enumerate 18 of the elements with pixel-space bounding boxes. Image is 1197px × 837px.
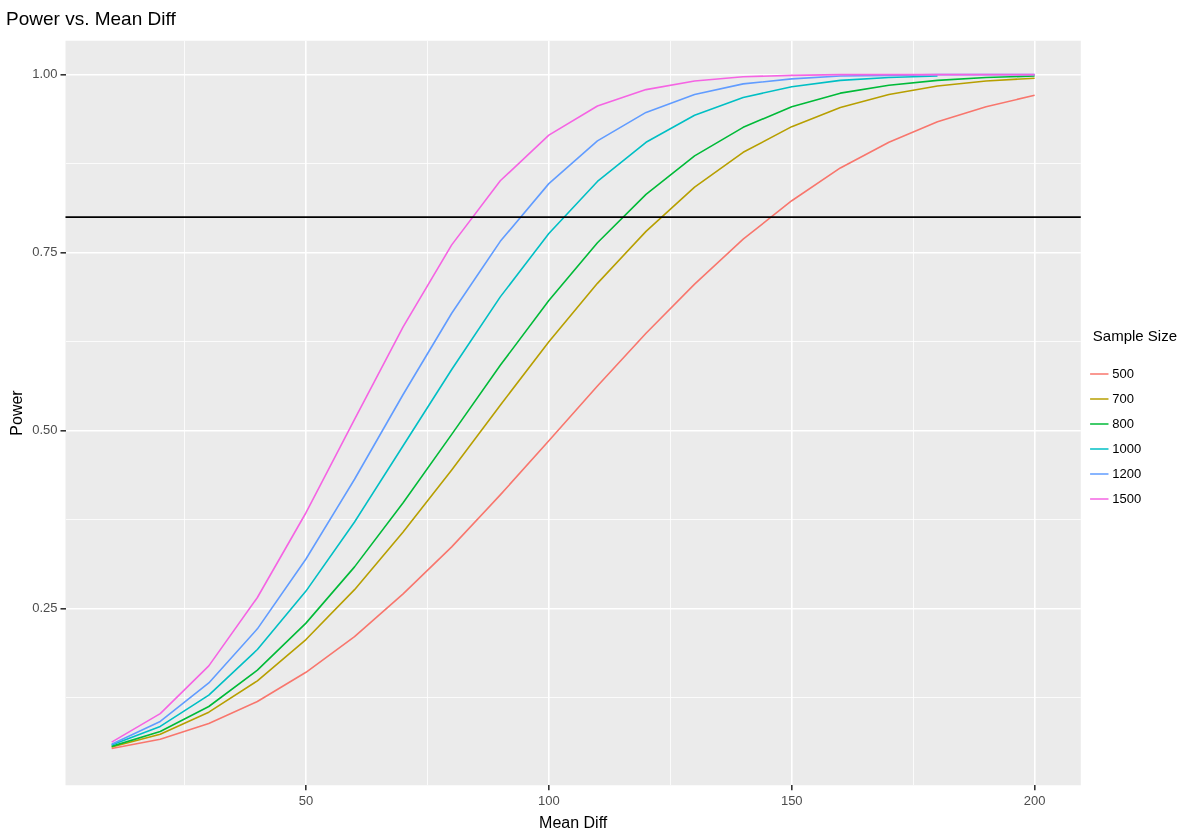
x-tick-label: 150 xyxy=(780,792,803,808)
x-tick-label: 100 xyxy=(538,792,560,808)
legend-label: 800 xyxy=(1112,415,1134,431)
legend-label: 500 xyxy=(1112,365,1134,381)
y-tick-label: 0.75 xyxy=(32,244,58,260)
y-tick-label: 1.00 xyxy=(32,66,58,82)
x-tick-label: 50 xyxy=(298,792,314,808)
legend-title: Sample Size xyxy=(1092,327,1178,345)
x-tick-label: 200 xyxy=(1023,792,1046,808)
y-tick-label: 0.25 xyxy=(32,600,58,616)
chart-title: Power vs. Mean Diff xyxy=(6,7,177,29)
y-axis-title: Power xyxy=(8,389,26,436)
legend-label: 700 xyxy=(1112,390,1134,406)
y-tick-label: 0.50 xyxy=(32,422,58,438)
legend-label: 1000 xyxy=(1112,440,1142,456)
legend-label: 1500 xyxy=(1112,490,1142,506)
legend-label: 1200 xyxy=(1112,465,1142,481)
x-axis-title: Mean Diff xyxy=(539,813,608,831)
